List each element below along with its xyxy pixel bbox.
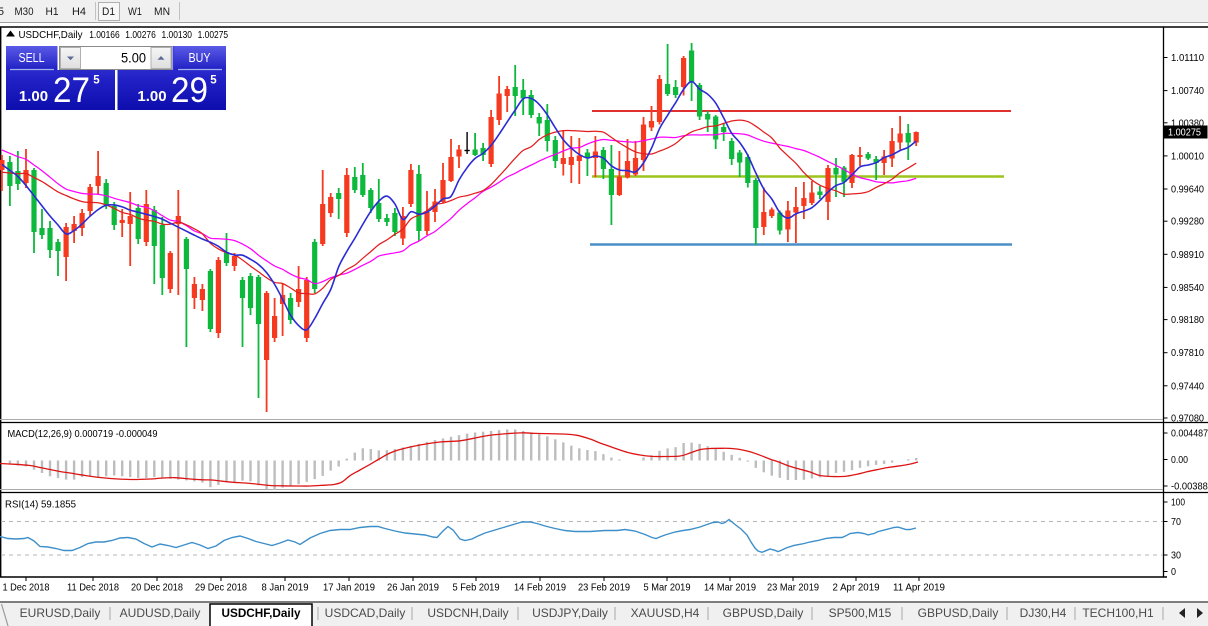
svg-text:8 Jan 2019: 8 Jan 2019 — [262, 582, 309, 594]
svg-text:SP500,M15: SP500,M15 — [829, 606, 892, 620]
svg-text:DJ30,H4: DJ30,H4 — [1020, 606, 1067, 620]
svg-text:H4: H4 — [72, 6, 86, 18]
svg-text:EURUSD,Daily: EURUSD,Daily — [20, 606, 101, 620]
svg-text:0.97080: 0.97080 — [1171, 413, 1204, 425]
svg-text:1 Dec 2018: 1 Dec 2018 — [3, 582, 50, 594]
svg-text:0.00: 0.00 — [1171, 454, 1188, 466]
svg-text:0.98540: 0.98540 — [1171, 282, 1204, 294]
svg-text:TECH100,H1: TECH100,H1 — [1082, 606, 1154, 620]
svg-text:MN: MN — [154, 6, 170, 18]
svg-text:0.004487: 0.004487 — [1171, 428, 1208, 440]
svg-text:5 Feb 2019: 5 Feb 2019 — [453, 582, 500, 594]
svg-text:USDCNH,Daily: USDCNH,Daily — [427, 606, 508, 620]
svg-text:1.01110: 1.01110 — [1171, 52, 1204, 64]
svg-text:23 Mar 2019: 23 Mar 2019 — [767, 582, 819, 594]
svg-text:29 Dec 2018: 29 Dec 2018 — [195, 582, 247, 594]
svg-text:0.98180: 0.98180 — [1171, 314, 1204, 326]
svg-text:1.00740: 1.00740 — [1171, 85, 1204, 97]
svg-text:0.97440: 0.97440 — [1171, 380, 1204, 392]
svg-text:1.00: 1.00 — [19, 88, 48, 105]
svg-text:11 Apr 2019: 11 Apr 2019 — [893, 582, 945, 594]
svg-text:GBPUSD,Daily: GBPUSD,Daily — [723, 606, 804, 620]
svg-text:BUY: BUY — [189, 50, 211, 65]
svg-text:5: 5 — [210, 75, 217, 87]
svg-text:D1: D1 — [102, 6, 115, 18]
svg-text:2 Apr 2019: 2 Apr 2019 — [833, 582, 880, 594]
svg-text:5 Mar 2019: 5 Mar 2019 — [644, 582, 691, 594]
svg-text:26 Jan 2019: 26 Jan 2019 — [387, 582, 439, 594]
svg-text:1.00010: 1.00010 — [1171, 150, 1204, 162]
svg-text:27: 27 — [53, 71, 90, 110]
svg-text:-0.003883: -0.003883 — [1171, 481, 1208, 493]
svg-text:MACD(12,26,9) 0.000719 -0.0000: MACD(12,26,9) 0.000719 -0.000049 — [8, 428, 158, 440]
svg-text:17 Jan 2019: 17 Jan 2019 — [323, 582, 375, 594]
svg-text:USDCAD,Daily: USDCAD,Daily — [325, 606, 406, 620]
svg-text:USDJPY,Daily: USDJPY,Daily — [532, 606, 608, 620]
svg-text:30: 30 — [1171, 550, 1181, 562]
svg-text:29: 29 — [171, 71, 208, 110]
svg-text:XAUUSD,H4: XAUUSD,H4 — [631, 606, 700, 620]
svg-text:0.99280: 0.99280 — [1171, 216, 1204, 228]
svg-text:W1: W1 — [128, 6, 142, 18]
svg-text:M30: M30 — [15, 6, 34, 18]
svg-text:1.00275: 1.00275 — [1168, 127, 1201, 139]
svg-text:0.99640: 0.99640 — [1171, 184, 1204, 196]
svg-text:0.97810: 0.97810 — [1171, 347, 1204, 359]
svg-text:14 Feb 2019: 14 Feb 2019 — [514, 582, 566, 594]
svg-text:5.00: 5.00 — [121, 51, 146, 66]
svg-text:1.00166: 1.00166 — [89, 29, 120, 41]
svg-text:1.00275: 1.00275 — [198, 29, 229, 41]
svg-text:H1: H1 — [46, 6, 59, 18]
svg-text:14 Mar 2019: 14 Mar 2019 — [704, 582, 756, 594]
svg-text:SELL: SELL — [19, 50, 45, 65]
svg-text:100: 100 — [1171, 497, 1185, 509]
svg-text:GBPUSD,Daily: GBPUSD,Daily — [918, 606, 999, 620]
svg-text:1.00: 1.00 — [137, 88, 166, 105]
svg-text:1.00130: 1.00130 — [162, 29, 193, 41]
svg-text:0: 0 — [1171, 566, 1176, 578]
svg-text:5: 5 — [0, 6, 4, 18]
svg-text:70: 70 — [1171, 516, 1181, 528]
svg-text:5: 5 — [93, 75, 100, 87]
svg-text:0.98910: 0.98910 — [1171, 249, 1204, 261]
svg-text:RSI(14) 59.1855: RSI(14) 59.1855 — [5, 499, 76, 511]
svg-text:AUDUSD,Daily: AUDUSD,Daily — [120, 606, 201, 620]
svg-text:23 Feb 2019: 23 Feb 2019 — [578, 582, 630, 594]
svg-text:USDCHF,Daily: USDCHF,Daily — [19, 29, 84, 41]
svg-text:20 Dec 2018: 20 Dec 2018 — [131, 582, 183, 594]
svg-text:1.00276: 1.00276 — [125, 29, 156, 41]
svg-text:11 Dec 2018: 11 Dec 2018 — [67, 582, 119, 594]
svg-text:USDCHF,Daily: USDCHF,Daily — [222, 606, 301, 620]
